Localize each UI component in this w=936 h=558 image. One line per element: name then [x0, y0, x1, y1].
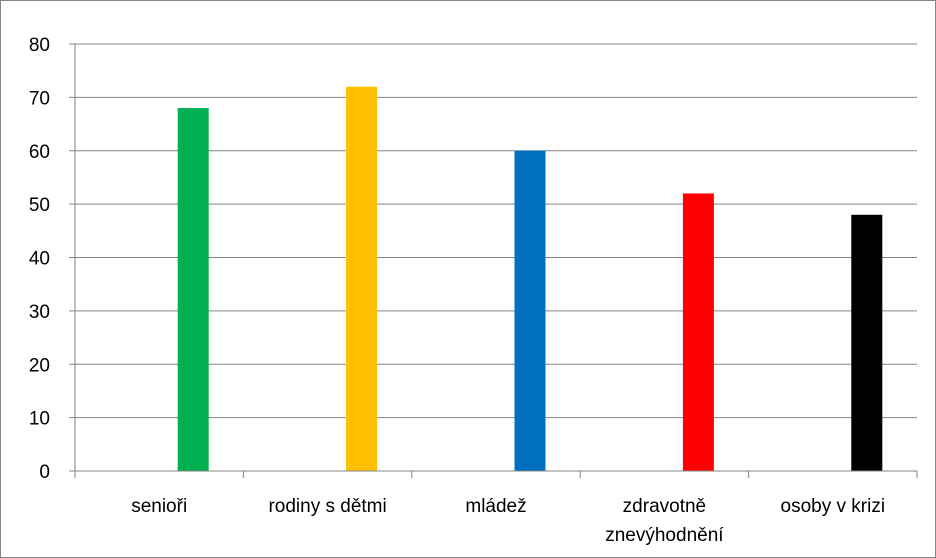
bar-1 — [346, 86, 378, 471]
y-tick-label: 60 — [29, 142, 50, 163]
y-tick-label: 0 — [39, 462, 50, 483]
x-axis: senioři rodiny s dětmi mládež zdravotně znev… — [74, 470, 918, 546]
gridlines — [75, 43, 917, 419]
y-tick-label: 80 — [29, 35, 50, 56]
bars — [177, 86, 883, 472]
x-category-label: rodiny s dětmi — [268, 496, 386, 517]
y-tick-label: 20 — [29, 355, 50, 376]
y-tick-label: 40 — [29, 249, 50, 270]
bar-2 — [514, 150, 546, 471]
x-category-label: mládež — [465, 496, 526, 517]
bar-3 — [682, 193, 714, 471]
y-tick-label: 70 — [29, 88, 50, 109]
y-tick-label: 10 — [29, 409, 50, 430]
bar-4 — [851, 214, 883, 472]
y-tick-label: 30 — [29, 302, 50, 323]
x-category-label: osoby v krizi — [781, 496, 886, 517]
bar-0 — [177, 108, 209, 472]
y-axis: 0 10 20 30 40 50 60 70 80 — [29, 35, 76, 483]
y-tick-label: 50 — [29, 195, 50, 216]
x-category-label: znevýhodnění — [605, 525, 724, 546]
x-category-label: zdravotně — [623, 496, 706, 517]
x-category-label: senioři — [131, 496, 187, 517]
